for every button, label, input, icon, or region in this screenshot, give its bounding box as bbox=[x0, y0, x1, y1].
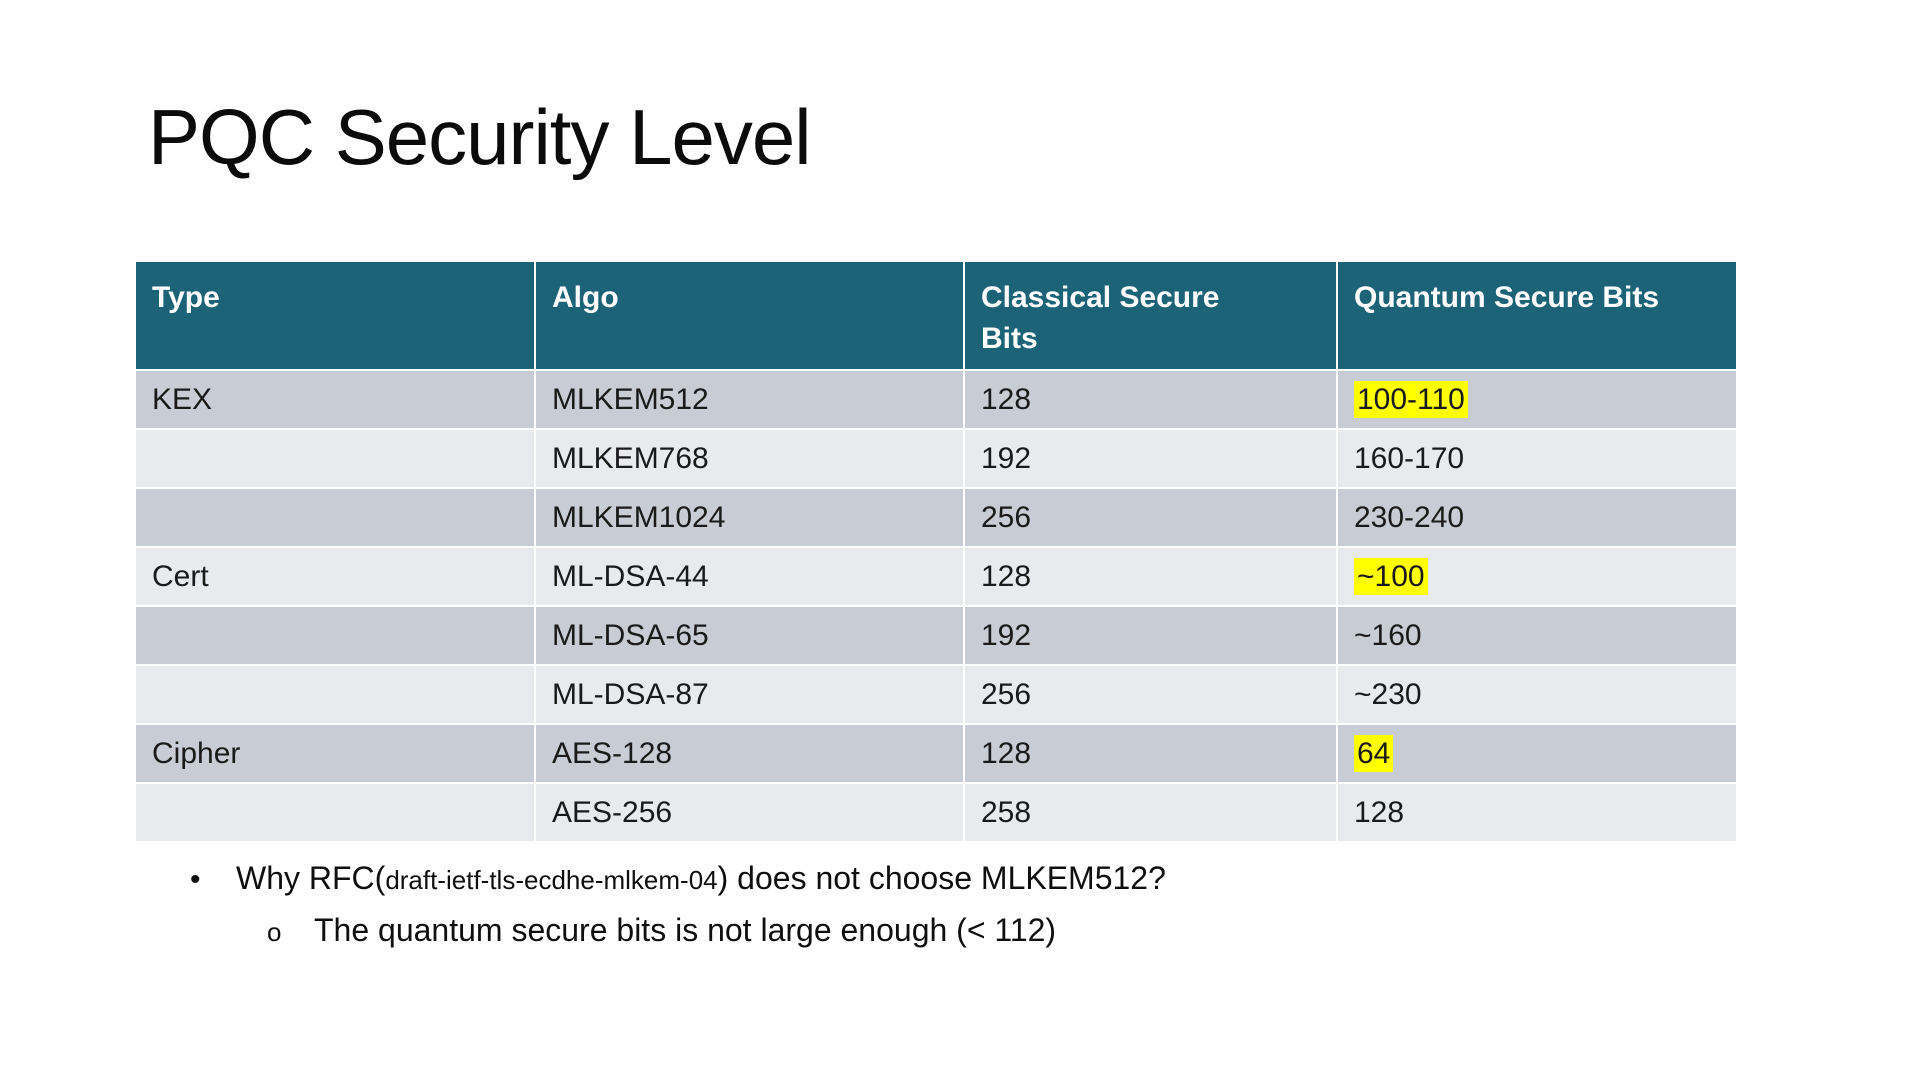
cell-quantum: 230-240 bbox=[1336, 487, 1738, 548]
cell-classical: 192 bbox=[963, 605, 1338, 666]
cell-algo: MLKEM1024 bbox=[534, 487, 965, 548]
cell-classical: 128 bbox=[963, 546, 1338, 607]
sub-bullet-text: The quantum secure bits is not large eno… bbox=[314, 911, 1057, 948]
bullet-marker: • bbox=[190, 863, 201, 896]
table-row: ML-DSA-65 192 ~160 bbox=[134, 605, 1738, 666]
cell-algo: MLKEM768 bbox=[534, 428, 965, 489]
cell-quantum: 128 bbox=[1336, 782, 1738, 843]
sub-bullet-item: o The quantum secure bits is not large e… bbox=[267, 910, 1166, 952]
cell-algo: ML-DSA-44 bbox=[534, 546, 965, 607]
cell-algo: AES-256 bbox=[534, 782, 965, 843]
slide-notes: • Why RFC(draft-ietf-tls-ecdhe-mlkem-04)… bbox=[190, 858, 1166, 951]
cell-algo: ML-DSA-65 bbox=[534, 605, 965, 666]
cell-algo: MLKEM512 bbox=[534, 369, 965, 430]
cell-quantum: ~230 bbox=[1336, 664, 1738, 725]
table-row: Cert ML-DSA-44 128 ~100 bbox=[134, 546, 1738, 607]
table-row: AES-256 258 128 bbox=[134, 782, 1738, 843]
table-row: MLKEM768 192 160-170 bbox=[134, 428, 1738, 489]
bullet-text-suffix: ) does not choose MLKEM512? bbox=[717, 860, 1166, 896]
cell-quantum: ~100 bbox=[1336, 546, 1738, 607]
cell-type bbox=[134, 664, 536, 725]
table-row: MLKEM1024 256 230-240 bbox=[134, 487, 1738, 548]
cell-quantum: 160-170 bbox=[1336, 428, 1738, 489]
cell-type bbox=[134, 782, 536, 843]
header-cell-type: Type bbox=[134, 260, 536, 371]
highlighted-value: 100-110 bbox=[1354, 380, 1468, 418]
sub-bullet-marker: o bbox=[267, 916, 282, 947]
bullet-item: • Why RFC(draft-ietf-tls-ecdhe-mlkem-04)… bbox=[190, 858, 1166, 900]
header-cell-quantum-bits: Quantum Secure Bits bbox=[1336, 260, 1738, 371]
slide-title: PQC Security Level bbox=[148, 93, 812, 181]
cell-type bbox=[134, 605, 536, 666]
header-cell-classical-bits: Classical Secure Bits bbox=[963, 260, 1338, 371]
table-row: KEX MLKEM512 128 100-110 bbox=[134, 369, 1738, 430]
cell-classical: 128 bbox=[963, 369, 1338, 430]
cell-classical: 256 bbox=[963, 664, 1338, 725]
header-cell-algo: Algo bbox=[534, 260, 965, 371]
bullet-text-prefix: Why RFC( bbox=[236, 860, 386, 896]
cell-type: Cert bbox=[134, 546, 536, 607]
cell-type bbox=[134, 487, 536, 548]
table-header-row: Type Algo Classical Secure Bits Quantum … bbox=[134, 260, 1738, 371]
cell-type: KEX bbox=[134, 369, 536, 430]
highlighted-value: 64 bbox=[1354, 734, 1394, 772]
security-level-table: Type Algo Classical Secure Bits Quantum … bbox=[134, 260, 1738, 843]
cell-quantum: ~160 bbox=[1336, 605, 1738, 666]
cell-classical: 192 bbox=[963, 428, 1338, 489]
cell-algo: AES-128 bbox=[534, 723, 965, 784]
cell-algo: ML-DSA-87 bbox=[534, 664, 965, 725]
cell-type bbox=[134, 428, 536, 489]
cell-quantum: 100-110 bbox=[1336, 369, 1738, 430]
bullet-text-draft-name: draft-ietf-tls-ecdhe-mlkem-04 bbox=[385, 865, 718, 895]
cell-type: Cipher bbox=[134, 723, 536, 784]
cell-quantum: 64 bbox=[1336, 723, 1738, 784]
table-row: Cipher AES-128 128 64 bbox=[134, 723, 1738, 784]
table-row: ML-DSA-87 256 ~230 bbox=[134, 664, 1738, 725]
cell-classical: 256 bbox=[963, 487, 1338, 548]
highlighted-value: ~100 bbox=[1354, 557, 1428, 595]
cell-classical: 128 bbox=[963, 723, 1338, 784]
bullet-text: Why RFC(draft-ietf-tls-ecdhe-mlkem-04) d… bbox=[236, 858, 1166, 900]
cell-classical: 258 bbox=[963, 782, 1338, 843]
